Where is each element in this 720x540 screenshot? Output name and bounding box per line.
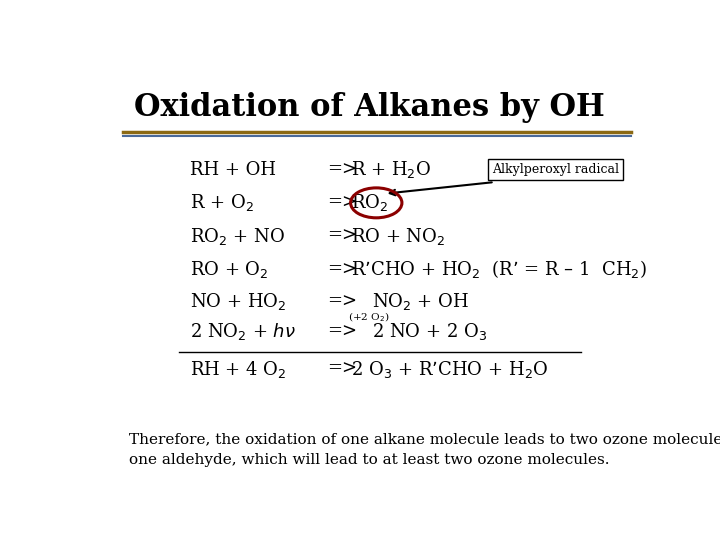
Text: 2 NO$_2$ + $h\nu$: 2 NO$_2$ + $h\nu$ — [190, 321, 297, 342]
Text: 2 NO + 2 O$_3$: 2 NO + 2 O$_3$ — [372, 321, 487, 342]
Text: RO$_2$ + NO: RO$_2$ + NO — [190, 226, 285, 247]
Text: NO + HO$_2$: NO + HO$_2$ — [190, 291, 287, 312]
Text: RO + O$_2$: RO + O$_2$ — [190, 259, 269, 280]
Text: 2 O$_3$ + R’CHO + H$_2$O: 2 O$_3$ + R’CHO + H$_2$O — [351, 359, 549, 380]
Text: R’CHO + HO$_2$  (R’ = R – 1  CH$_2$): R’CHO + HO$_2$ (R’ = R – 1 CH$_2$) — [351, 258, 647, 280]
Text: =>: => — [327, 293, 357, 311]
Text: =>: => — [327, 194, 357, 212]
Text: =>: => — [327, 360, 357, 378]
Text: RH + 4 O$_2$: RH + 4 O$_2$ — [190, 359, 287, 380]
Text: R + H$_2$O: R + H$_2$O — [351, 159, 431, 180]
Text: (+2 O$_2$): (+2 O$_2$) — [348, 311, 390, 325]
Text: =>: => — [327, 160, 357, 179]
Text: =>: => — [327, 227, 357, 245]
Text: RH + OH: RH + OH — [190, 160, 276, 179]
Text: =>: => — [327, 323, 357, 341]
Text: RO$_2$: RO$_2$ — [351, 192, 388, 213]
Text: R + O$_2$: R + O$_2$ — [190, 192, 254, 213]
Text: =>: => — [327, 260, 357, 279]
Text: Alkylperoxyl radical: Alkylperoxyl radical — [492, 163, 618, 176]
Text: Therefore, the oxidation of one alkane molecule leads to two ozone molecules and: Therefore, the oxidation of one alkane m… — [129, 433, 720, 468]
Text: RO + NO$_2$: RO + NO$_2$ — [351, 226, 446, 247]
Text: NO$_2$ + OH: NO$_2$ + OH — [372, 291, 469, 312]
Text: Oxidation of Alkanes by OH: Oxidation of Alkanes by OH — [134, 92, 604, 123]
